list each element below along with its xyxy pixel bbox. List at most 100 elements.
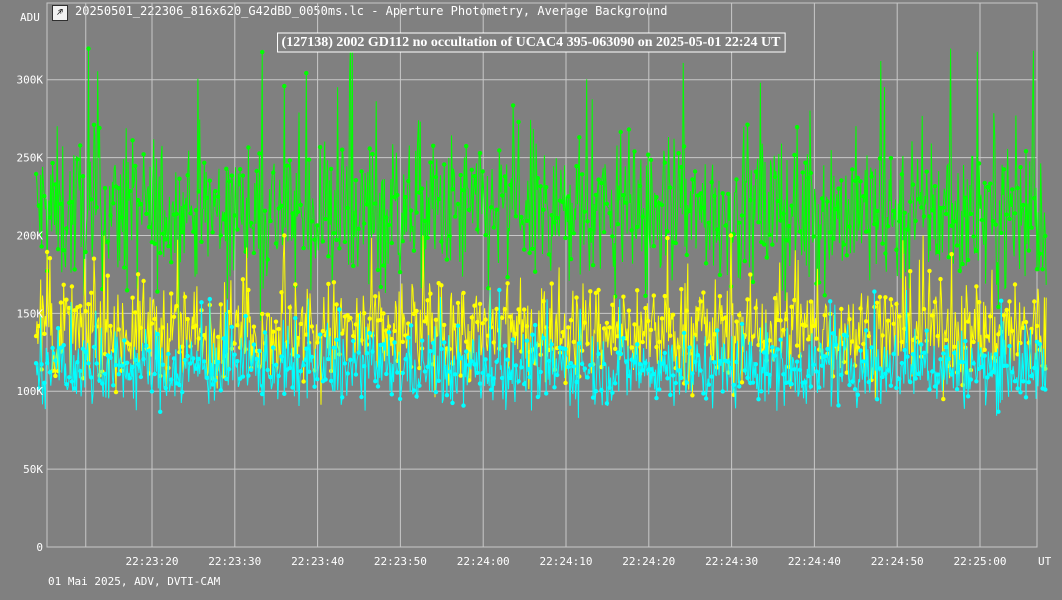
data-point (86, 361, 91, 366)
data-point (739, 380, 745, 385)
data-point (524, 338, 530, 343)
data-point (47, 256, 53, 261)
data-point (83, 309, 88, 314)
x-tick-label: 22:23:30 (208, 555, 261, 568)
data-point (946, 356, 951, 362)
data-point (340, 331, 345, 336)
data-point (681, 144, 687, 149)
data-point (287, 158, 292, 163)
data-point (213, 378, 218, 383)
data-point (745, 375, 750, 380)
data-point (295, 354, 301, 359)
data-point (513, 214, 519, 219)
data-point (541, 335, 546, 341)
data-point (690, 177, 695, 182)
data-point (833, 206, 838, 212)
data-point (166, 244, 171, 249)
data-point (180, 344, 185, 349)
data-point (839, 372, 844, 377)
data-point (494, 359, 499, 364)
data-point (654, 395, 659, 401)
axes: 0 50K 100K 150K 200K 250K 300K 22:23:20 22:23:30… (17, 11, 1052, 568)
data-point (342, 239, 348, 245)
data-point (152, 241, 157, 246)
data-point (502, 307, 508, 312)
data-point (676, 345, 681, 350)
data-point (968, 211, 974, 217)
data-point (42, 331, 47, 336)
data-point (461, 403, 466, 408)
data-point (753, 305, 758, 311)
data-point (331, 231, 337, 236)
data-point (885, 318, 891, 323)
data-point (472, 174, 477, 179)
data-point (566, 364, 571, 370)
data-point (643, 360, 648, 366)
data-point (916, 197, 921, 202)
data-point (599, 180, 604, 186)
data-point (337, 307, 342, 312)
data-point (555, 372, 560, 378)
data-point (279, 290, 284, 295)
data-point (400, 239, 405, 244)
data-point (182, 294, 188, 300)
data-point (169, 291, 174, 296)
data-point (927, 387, 932, 392)
data-point (541, 207, 546, 212)
data-point (535, 394, 541, 400)
data-point (508, 375, 513, 381)
data-point (89, 290, 94, 295)
data-point (919, 205, 924, 210)
data-point (417, 365, 422, 371)
data-point (742, 368, 747, 373)
data-point (761, 242, 767, 247)
data-point (442, 322, 447, 328)
data-point (571, 339, 576, 345)
data-point (483, 232, 488, 238)
data-point (458, 172, 463, 178)
data-point (949, 223, 954, 228)
data-point (362, 311, 367, 316)
data-point (50, 345, 55, 351)
data-point (290, 211, 295, 216)
data-point (844, 253, 849, 258)
data-point (193, 366, 199, 371)
data-point (499, 315, 505, 320)
y-tick-label: 50K (23, 463, 43, 476)
data-point (819, 196, 825, 201)
data-point (563, 346, 568, 352)
data-point (610, 302, 615, 307)
data-point (320, 328, 326, 334)
data-point (464, 349, 469, 354)
data-point (684, 308, 689, 313)
data-point (692, 169, 698, 174)
data-point (251, 342, 257, 347)
data-point (61, 282, 66, 287)
data-point (359, 169, 364, 174)
data-point (648, 367, 654, 372)
data-point (635, 224, 640, 230)
data-point (1010, 328, 1015, 334)
data-point (552, 220, 557, 225)
data-point (160, 231, 166, 236)
data-point (657, 339, 662, 344)
data-point (477, 381, 483, 386)
data-point (499, 375, 505, 381)
data-point (593, 290, 599, 296)
data-point (497, 148, 502, 153)
data-point (367, 146, 372, 151)
data-point (968, 377, 974, 382)
data-point (596, 351, 601, 357)
data-point (334, 302, 339, 307)
data-point (985, 375, 990, 380)
data-point (370, 151, 375, 157)
data-point (781, 372, 786, 377)
data-point (524, 324, 530, 329)
data-point (830, 236, 836, 241)
y-tick-label: 100K (17, 385, 44, 398)
data-point (312, 384, 317, 389)
data-point (665, 235, 670, 241)
data-point (858, 306, 863, 311)
data-point (384, 215, 389, 220)
data-point (215, 334, 221, 340)
